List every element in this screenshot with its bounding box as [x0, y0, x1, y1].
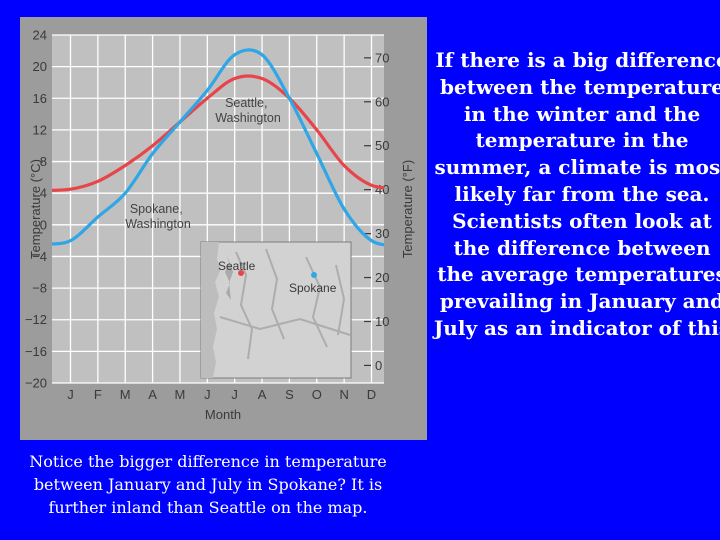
- y-tick-label: 24: [33, 28, 47, 43]
- x-tick-label: J: [231, 387, 238, 402]
- y-tick-label: 8: [40, 154, 47, 169]
- y-tick-label: −8: [32, 281, 47, 296]
- f-tick-label: 0: [375, 358, 382, 373]
- y-axis-label-right: Temperature (°F): [400, 160, 415, 258]
- series-lines: [52, 48, 384, 247]
- caption: Notice the bigger difference in temperat…: [29, 452, 387, 517]
- series-line-spokane: [52, 48, 384, 247]
- series-label-seattle-line2: Washington: [215, 111, 281, 125]
- seattle-map-marker: [238, 270, 244, 276]
- x-tick-label: S: [285, 387, 294, 402]
- map-label-spokane: Spokane: [289, 281, 337, 295]
- series-label-spokane-line1: Spokane,: [130, 202, 183, 216]
- f-tick-label: 70: [375, 50, 389, 65]
- map-label-seattle: Seattle: [218, 259, 256, 273]
- x-tick-label: M: [175, 387, 186, 402]
- terrain-ridges: [219, 248, 351, 360]
- spokane-map-marker: [311, 272, 317, 278]
- y-tick-label: 20: [33, 59, 47, 74]
- x-tick-label: A: [148, 387, 157, 402]
- series-label-spokane: Spokane, Washington: [125, 202, 191, 231]
- x-tick-label: F: [94, 387, 102, 402]
- left-tick-labels: 24 20 16 12 8 4 0 −4 −8 −12 −16 −20: [25, 28, 47, 391]
- y-tick-label: −16: [25, 344, 47, 359]
- y-axis-label-left: Temperature (°C): [28, 159, 43, 259]
- y-tick-label: −12: [25, 312, 47, 327]
- x-tick-label: M: [120, 387, 131, 402]
- y-tick-label: 4: [40, 186, 47, 201]
- x-tick-label: A: [258, 387, 267, 402]
- series-label-seattle-line1: Seattle,: [225, 96, 267, 110]
- x-tick-label: D: [367, 387, 376, 402]
- map-frame: [200, 241, 352, 379]
- side-explanation-text: If there is a big difference between the…: [433, 48, 720, 340]
- f-tick-label: 60: [375, 94, 389, 109]
- x-axis-label: Month: [205, 407, 241, 422]
- series-label-spokane-line2: Washington: [125, 217, 191, 231]
- y-tick-label: 16: [33, 91, 47, 106]
- series-line-seattle: [52, 74, 384, 192]
- pacific-ocean: [201, 242, 221, 378]
- series-label-seattle: Seattle, Washington: [215, 96, 281, 125]
- f-tick-label: 10: [375, 314, 389, 329]
- x-tick-label: N: [339, 387, 348, 402]
- y-tick-label: 12: [33, 122, 47, 137]
- f-tick-label: 50: [375, 138, 389, 153]
- x-tick-label: O: [312, 387, 322, 402]
- f-tick-label: 20: [375, 270, 389, 285]
- y-tick-label: −20: [25, 376, 47, 391]
- x-tick-label: J: [67, 387, 74, 402]
- y-tick-label: 0: [40, 217, 47, 232]
- puget-sound: [225, 253, 233, 300]
- x-tick-label: J: [204, 387, 211, 402]
- y-tick-label: −4: [32, 249, 47, 264]
- f-tick-label: 40: [375, 182, 389, 197]
- inset-map: Seattle Spokane: [200, 241, 352, 379]
- f-tick-label: 30: [375, 226, 389, 241]
